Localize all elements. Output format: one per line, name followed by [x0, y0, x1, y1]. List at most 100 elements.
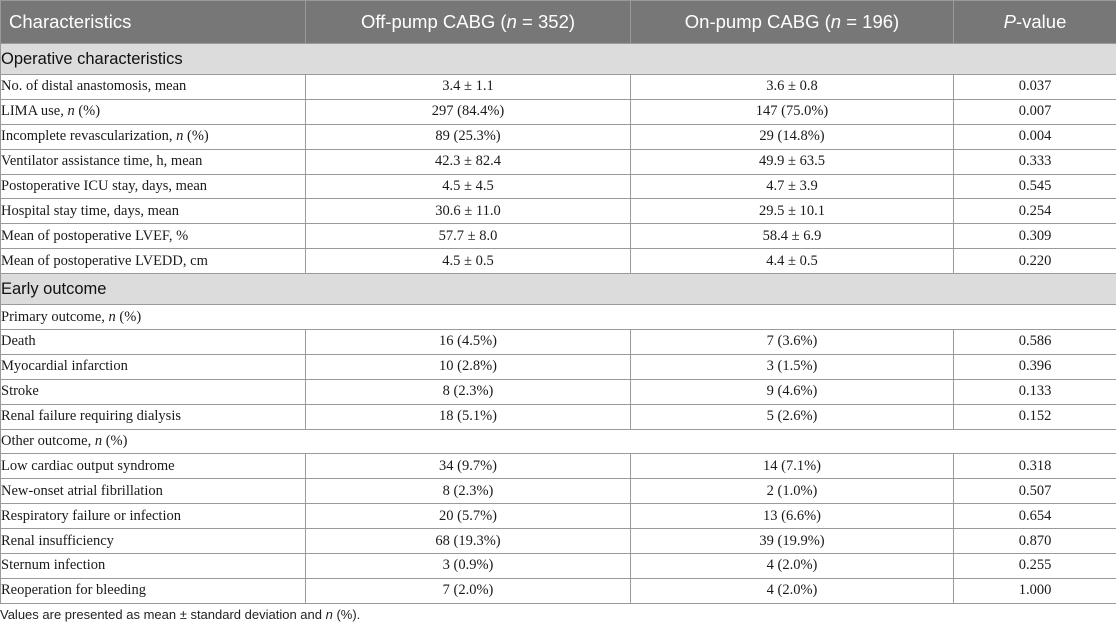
row-label: Mean of postoperative LVEF, % — [0, 223, 306, 250]
header-characteristics: Characteristics — [0, 0, 306, 44]
p-value: 0.254 — [953, 198, 1116, 225]
off-pump-value: 4.5 ± 0.5 — [305, 248, 631, 275]
row-label: Hospital stay time, days, mean — [0, 198, 306, 225]
p-value: 0.318 — [953, 453, 1116, 480]
p-value: 0.507 — [953, 478, 1116, 505]
p-value: 0.220 — [953, 248, 1116, 275]
table-row: Postoperative ICU stay, days, mean 4.5 ± … — [0, 173, 1116, 200]
table-row: Respiratory failure or infection 20 (5.7%… — [0, 503, 1116, 530]
row-label: Low cardiac output syndrome — [0, 453, 306, 480]
off-pump-value: 7 (2.0%) — [305, 577, 631, 604]
row-label: Postoperative ICU stay, days, mean — [0, 173, 306, 200]
table-row: No. of distal anastomosis, mean 3.4 ± 1.1… — [0, 74, 1116, 100]
row-label: New-onset atrial fibrillation — [0, 478, 306, 505]
header-row: Characteristics Off-pump CABG (n = 352) … — [0, 0, 1116, 44]
on-pump-value: 2 (1.0%) — [630, 478, 954, 505]
row-label: Reoperation for bleeding — [0, 577, 306, 604]
on-pump-value: 4.7 ± 3.9 — [630, 173, 954, 200]
section-row: Operative characteristics — [0, 43, 1116, 75]
table-row: LIMA use, n (%) 297 (84.4%) 147 (75.0%) 0.0… — [0, 98, 1116, 125]
off-pump-value: 297 (84.4%) — [305, 98, 631, 125]
row-label: Sternum infection — [0, 553, 306, 579]
p-value: 1.000 — [953, 577, 1116, 604]
section-title: Early outcome — [0, 273, 1116, 306]
on-pump-value: 58.4 ± 6.9 — [630, 223, 954, 250]
p-value: 0.654 — [953, 503, 1116, 530]
table-row: Mean of postoperative LVEDD, cm 4.5 ± 0.5… — [0, 248, 1116, 275]
on-pump-value: 39 (19.9%) — [630, 528, 954, 555]
on-pump-value: 13 (6.6%) — [630, 503, 954, 530]
off-pump-value: 18 (5.1%) — [305, 403, 631, 430]
on-pump-value: 4 (2.0%) — [630, 577, 954, 604]
off-pump-value: 8 (2.3%) — [305, 378, 631, 405]
p-value: 0.396 — [953, 353, 1116, 380]
off-pump-value: 20 (5.7%) — [305, 503, 631, 530]
header-on-pump: On-pump CABG (n = 196) — [630, 0, 954, 44]
table-row: Renal insufficiency 68 (19.3%) 39 (19.9%) 0… — [0, 528, 1116, 555]
p-value: 0.309 — [953, 223, 1116, 250]
on-pump-value: 4.4 ± 0.5 — [630, 248, 954, 275]
p-value: 0.333 — [953, 148, 1116, 175]
table-row: Renal failure requiring dialysis 18 (5.1%… — [0, 403, 1116, 430]
row-label: Respiratory failure or infection — [0, 503, 306, 530]
table-row: Ventilator assistance time, h, mean 42.3 … — [0, 148, 1116, 175]
table-row: Incomplete revascularization, n (%) 89 (2… — [0, 123, 1116, 150]
results-table: Characteristics Off-pump CABG (n = 352) … — [0, 0, 1116, 604]
table-row: Stroke 8 (2.3%) 9 (4.6%) 0.133 — [0, 378, 1116, 405]
off-pump-value: 34 (9.7%) — [305, 453, 631, 480]
p-value: 0.007 — [953, 98, 1116, 125]
header-off-pump: Off-pump CABG (n = 352) — [305, 0, 631, 44]
row-label: No. of distal anastomosis, mean — [0, 74, 306, 100]
off-pump-value: 30.6 ± 11.0 — [305, 198, 631, 225]
on-pump-value: 29.5 ± 10.1 — [630, 198, 954, 225]
section-title: Operative characteristics — [0, 43, 1116, 75]
table-row: Reoperation for bleeding 7 (2.0%) 4 (2.0%)… — [0, 577, 1116, 604]
off-pump-value: 42.3 ± 82.4 — [305, 148, 631, 175]
section-row: Early outcome — [0, 273, 1116, 306]
subgroup-title: Primary outcome, n (%) — [0, 304, 1116, 331]
row-label: Myocardial infarction — [0, 353, 306, 380]
header-p-value: P-value — [953, 0, 1116, 44]
row-label: Incomplete revascularization, n (%) — [0, 123, 306, 150]
row-label: LIMA use, n (%) — [0, 98, 306, 125]
off-pump-value: 3.4 ± 1.1 — [305, 74, 631, 100]
table-row: Low cardiac output syndrome 34 (9.7%) 14 (… — [0, 453, 1116, 480]
table-row: Death 16 (4.5%) 7 (3.6%) 0.586 — [0, 329, 1116, 355]
row-label: Renal insufficiency — [0, 528, 306, 555]
table-row: New-onset atrial fibrillation 8 (2.3%) 2 (… — [0, 478, 1116, 505]
p-value: 0.255 — [953, 553, 1116, 579]
off-pump-value: 16 (4.5%) — [305, 329, 631, 355]
on-pump-value: 3 (1.5%) — [630, 353, 954, 380]
off-pump-value: 57.7 ± 8.0 — [305, 223, 631, 250]
p-value: 0.586 — [953, 329, 1116, 355]
on-pump-value: 7 (3.6%) — [630, 329, 954, 355]
subgroup-title: Other outcome, n (%) — [0, 428, 1116, 455]
on-pump-value: 49.9 ± 63.5 — [630, 148, 954, 175]
table-row: Hospital stay time, days, mean 30.6 ± 11.… — [0, 198, 1116, 225]
off-pump-value: 68 (19.3%) — [305, 528, 631, 555]
row-label: Ventilator assistance time, h, mean — [0, 148, 306, 175]
table-row: Sternum infection 3 (0.9%) 4 (2.0%) 0.255 — [0, 553, 1116, 579]
on-pump-value: 9 (4.6%) — [630, 378, 954, 405]
p-value: 0.037 — [953, 74, 1116, 100]
on-pump-value: 4 (2.0%) — [630, 553, 954, 579]
on-pump-value: 14 (7.1%) — [630, 453, 954, 480]
on-pump-value: 147 (75.0%) — [630, 98, 954, 125]
off-pump-value: 89 (25.3%) — [305, 123, 631, 150]
row-label: Stroke — [0, 378, 306, 405]
table-row: Myocardial infarction 10 (2.8%) 3 (1.5%) 0.… — [0, 353, 1116, 380]
p-value: 0.004 — [953, 123, 1116, 150]
p-value: 0.133 — [953, 378, 1116, 405]
on-pump-value: 3.6 ± 0.8 — [630, 74, 954, 100]
row-label: Death — [0, 329, 306, 355]
table-body: Operative characteristics No. of distal a… — [0, 43, 1116, 604]
p-value: 0.545 — [953, 173, 1116, 200]
off-pump-value: 10 (2.8%) — [305, 353, 631, 380]
table-footnote: Values are presented as mean ± standard … — [0, 607, 361, 622]
subgroup-row: Other outcome, n (%) — [0, 428, 1116, 455]
off-pump-value: 4.5 ± 4.5 — [305, 173, 631, 200]
row-label: Renal failure requiring dialysis — [0, 403, 306, 430]
row-label: Mean of postoperative LVEDD, cm — [0, 248, 306, 275]
p-value: 0.152 — [953, 403, 1116, 430]
table-row: Mean of postoperative LVEF, % 57.7 ± 8.0 5… — [0, 223, 1116, 250]
